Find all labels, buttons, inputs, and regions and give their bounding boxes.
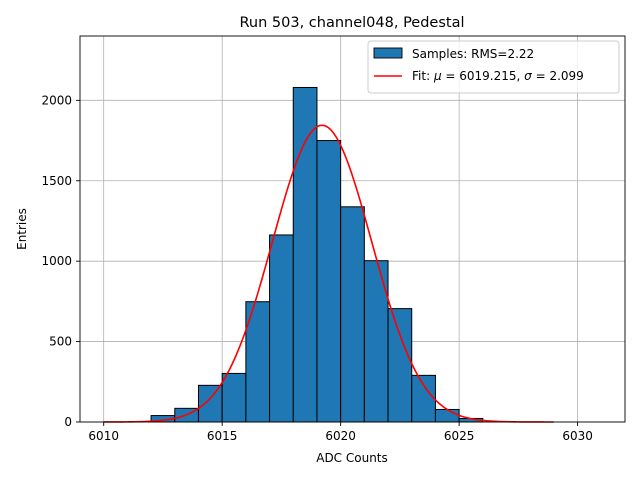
legend-fit-mu-symbol: μ [433, 69, 442, 83]
histogram-bar [197, 384, 223, 423]
histogram-bar [269, 234, 294, 423]
legend-fit-sigma-symbol: σ [524, 69, 532, 83]
histogram-bar [316, 140, 342, 423]
x-tick-label: 6020 [325, 429, 356, 443]
x-axis-label: ADC Counts [316, 451, 388, 465]
x-tick-label: 6010 [88, 429, 119, 443]
x-axis: 6010 6015 6020 6025 6030 [88, 422, 593, 443]
legend-fit-sigma-text: = 2.099 [532, 69, 584, 83]
y-tick-label: 500 [49, 335, 72, 349]
fit-curve [103, 124, 554, 423]
legend-histogram-swatch [373, 47, 403, 59]
y-tick-label: 2000 [41, 93, 72, 107]
histogram-bar [221, 372, 247, 423]
histogram-bar [411, 374, 436, 423]
legend-fit-mu-text: = 6019.215, [442, 69, 525, 83]
legend-histogram-label: Samples: RMS=2.22 [412, 47, 534, 61]
x-tick-label: 6030 [562, 429, 593, 443]
chart-title: Run 503, channel048, Pedestal [239, 15, 464, 31]
y-tick-label: 1000 [41, 254, 72, 268]
x-tick-label: 6025 [444, 429, 475, 443]
legend-fit-prefix: Fit: [412, 69, 434, 83]
histogram-bar [434, 408, 460, 423]
histogram-bar [340, 206, 365, 423]
histogram-bar [387, 308, 413, 423]
y-axis: 0 500 1000 1500 2000 [41, 93, 80, 429]
legend-box [367, 40, 620, 94]
plot-frame [79, 35, 626, 423]
legend-fit-label: Fit: μ = 6019.215, σ = 2.099 [412, 69, 584, 83]
legend: Samples: RMS=2.22 Fit: μ = 6019.215, σ =… [367, 40, 620, 94]
plot-area [79, 35, 626, 423]
x-tick-label: 6015 [207, 429, 238, 443]
y-axis-label: Entries [15, 208, 29, 250]
y-tick-label: 1500 [41, 174, 72, 188]
y-tick-label: 0 [64, 415, 72, 429]
histogram-bars [150, 86, 484, 423]
histogram-bar [292, 86, 318, 423]
